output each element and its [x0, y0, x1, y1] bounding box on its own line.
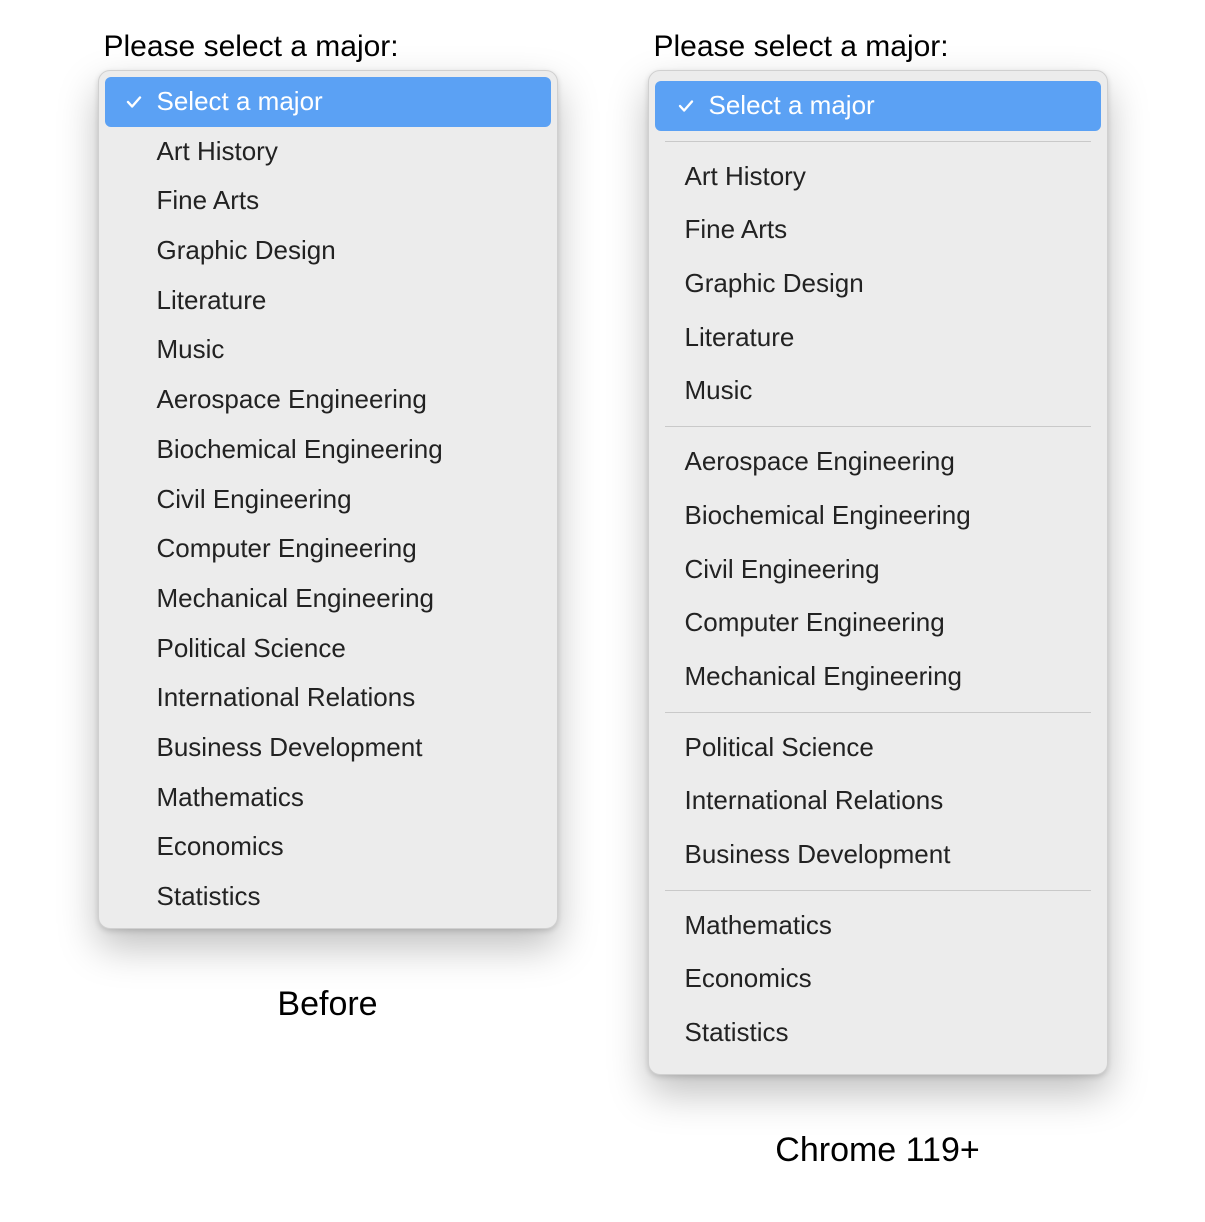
option-label: Music — [685, 372, 1083, 410]
option-label: Aerospace Engineering — [685, 443, 1083, 481]
option-label: Economics — [157, 828, 537, 866]
option-label: Civil Engineering — [685, 551, 1083, 589]
select-popup-before[interactable]: Select a major Art History Fine Arts Gra… — [98, 70, 558, 929]
option-label: Mechanical Engineering — [157, 580, 537, 618]
select-option[interactable]: Biochemical Engineering — [105, 425, 551, 475]
select-option[interactable]: Mechanical Engineering — [105, 574, 551, 624]
option-label: Art History — [685, 158, 1083, 196]
option-label: Political Science — [685, 729, 1083, 767]
option-label: Literature — [685, 319, 1083, 357]
select-option[interactable]: Music — [105, 325, 551, 375]
select-option[interactable]: Civil Engineering — [655, 543, 1101, 597]
option-label: Computer Engineering — [157, 530, 537, 568]
option-label: Graphic Design — [157, 232, 537, 270]
option-label: Aerospace Engineering — [157, 381, 537, 419]
select-option[interactable]: Fine Arts — [655, 203, 1101, 257]
select-option[interactable]: Art History — [655, 150, 1101, 204]
prompt-label: Please select a major: — [654, 30, 949, 64]
option-group: Mathematics Economics Statistics — [655, 891, 1101, 1068]
select-option[interactable]: Business Development — [655, 828, 1101, 882]
select-option[interactable]: Literature — [655, 311, 1101, 365]
option-label: Mechanical Engineering — [685, 658, 1083, 696]
caption-before: Before — [277, 985, 377, 1024]
select-option[interactable]: Aerospace Engineering — [105, 375, 551, 425]
option-label: Economics — [685, 960, 1083, 998]
option-label: Biochemical Engineering — [157, 431, 537, 469]
select-option[interactable]: Art History — [105, 127, 551, 177]
option-label: Select a major — [709, 87, 1087, 125]
option-label: Statistics — [685, 1014, 1083, 1052]
option-label: Business Development — [157, 729, 537, 767]
select-option[interactable]: Literature — [105, 276, 551, 326]
caption-after: Chrome 119+ — [775, 1131, 979, 1170]
checkmark-icon — [121, 93, 147, 111]
select-option[interactable]: Economics — [105, 822, 551, 872]
select-option[interactable]: Civil Engineering — [105, 475, 551, 525]
select-popup-after[interactable]: Select a major Art History Fine Arts Gra… — [648, 70, 1108, 1075]
option-label: International Relations — [685, 782, 1083, 820]
option-label: Computer Engineering — [685, 604, 1083, 642]
option-label: Music — [157, 331, 537, 369]
option-group: Select a major Art History Fine Arts Gra… — [105, 77, 551, 922]
select-option[interactable]: Statistics — [655, 1006, 1101, 1060]
option-label: Civil Engineering — [157, 481, 537, 519]
option-label: Fine Arts — [685, 211, 1083, 249]
select-option[interactable]: Political Science — [105, 624, 551, 674]
option-label: Fine Arts — [157, 182, 537, 220]
option-label: International Relations — [157, 679, 537, 717]
select-option[interactable]: Mechanical Engineering — [655, 650, 1101, 704]
after-column: Please select a major: Select a major Ar… — [648, 30, 1108, 1170]
option-label: Select a major — [157, 83, 537, 121]
select-option[interactable]: Mathematics — [655, 899, 1101, 953]
select-option[interactable]: Music — [655, 364, 1101, 418]
option-group: Select a major — [655, 77, 1101, 141]
comparison-stage: Please select a major: Select a major Ar… — [0, 0, 1205, 1222]
prompt-label: Please select a major: — [104, 30, 399, 64]
select-option[interactable]: Statistics — [105, 872, 551, 922]
select-option[interactable]: Economics — [655, 952, 1101, 1006]
option-label: Mathematics — [685, 907, 1083, 945]
option-label: Biochemical Engineering — [685, 497, 1083, 535]
select-option[interactable]: Aerospace Engineering — [655, 435, 1101, 489]
option-label: Art History — [157, 133, 537, 171]
select-option[interactable]: International Relations — [655, 774, 1101, 828]
before-column: Please select a major: Select a major Ar… — [98, 30, 558, 1024]
select-option[interactable]: Computer Engineering — [105, 524, 551, 574]
select-option[interactable]: Computer Engineering — [655, 596, 1101, 650]
select-option-selected[interactable]: Select a major — [105, 77, 551, 127]
option-label: Political Science — [157, 630, 537, 668]
option-label: Mathematics — [157, 779, 537, 817]
select-option[interactable]: Fine Arts — [105, 176, 551, 226]
option-group: Aerospace Engineering Biochemical Engine… — [655, 427, 1101, 711]
select-option[interactable]: Graphic Design — [655, 257, 1101, 311]
select-option[interactable]: Mathematics — [105, 773, 551, 823]
option-group: Political Science International Relation… — [655, 713, 1101, 890]
option-label: Business Development — [685, 836, 1083, 874]
option-label: Graphic Design — [685, 265, 1083, 303]
select-option[interactable]: Business Development — [105, 723, 551, 773]
option-group: Art History Fine Arts Graphic Design Lit… — [655, 142, 1101, 426]
select-option-selected[interactable]: Select a major — [655, 81, 1101, 131]
select-option[interactable]: International Relations — [105, 673, 551, 723]
select-option[interactable]: Political Science — [655, 721, 1101, 775]
select-option[interactable]: Graphic Design — [105, 226, 551, 276]
option-label: Statistics — [157, 878, 537, 916]
option-label: Literature — [157, 282, 537, 320]
select-option[interactable]: Biochemical Engineering — [655, 489, 1101, 543]
checkmark-icon — [673, 97, 699, 115]
